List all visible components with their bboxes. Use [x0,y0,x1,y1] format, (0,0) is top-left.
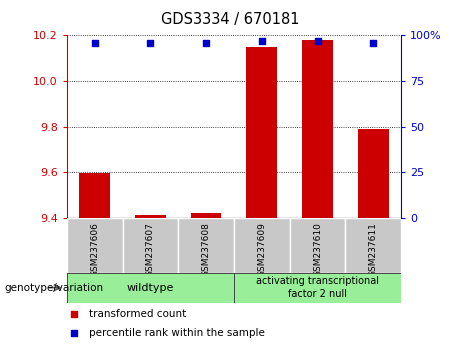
Bar [191,213,221,218]
Bar [234,218,290,273]
Bar [178,218,234,273]
Point [70,311,77,317]
Bar [302,40,333,218]
Point [202,40,210,46]
Point [91,40,98,46]
Bar [135,216,165,218]
Text: wildtype: wildtype [127,282,174,293]
Text: GSM237611: GSM237611 [369,222,378,277]
Bar [79,173,110,218]
Text: GDS3334 / 670181: GDS3334 / 670181 [161,12,300,27]
Bar [290,218,345,273]
Text: GSM237607: GSM237607 [146,222,155,277]
Text: transformed count: transformed count [89,309,186,319]
Point [70,330,77,336]
Bar [345,218,401,273]
Point [258,38,266,44]
Point [370,40,377,46]
Text: percentile rank within the sample: percentile rank within the sample [89,328,265,338]
Text: activating transcriptional
factor 2 null: activating transcriptional factor 2 null [256,276,379,299]
Text: genotype/variation: genotype/variation [5,282,104,293]
Bar [234,273,401,303]
Bar [67,218,123,273]
Bar [123,218,178,273]
Bar [67,273,234,303]
Text: GSM237606: GSM237606 [90,222,99,277]
Point [314,38,321,44]
Text: GSM237608: GSM237608 [201,222,211,277]
Text: GSM237609: GSM237609 [257,222,266,277]
Bar [358,129,389,218]
Point [147,40,154,46]
Text: GSM237610: GSM237610 [313,222,322,277]
Bar [247,47,277,218]
